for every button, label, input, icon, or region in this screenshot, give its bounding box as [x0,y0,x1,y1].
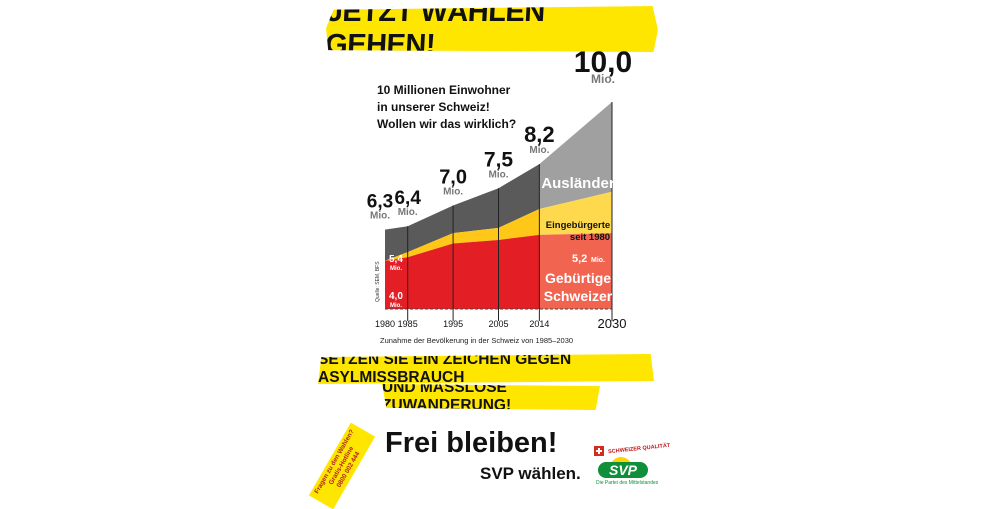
svp-waehlen-text: SVP wählen. [480,464,581,483]
question-text: 10 Millionen Einwohner in unserer Schwei… [377,82,527,133]
x-tick-label: 2030 [598,316,627,331]
chart-gridlines [407,102,613,321]
total-value: 8,2 [524,122,555,147]
total-value: 6,3 [367,192,393,213]
chart-areas [385,102,612,309]
native-2030-value: 5,2 [572,253,587,265]
slogan-line-1: SETZEN SIE EIN ZEICHEN GEGEN ASYLMISSBRA… [318,354,654,384]
logo-tagline: Die Partei des Mittelstandes [596,480,659,486]
native-1980-unit: Mio. [390,266,402,272]
svp-logo: SCHWEIZER QUALITÄT SVP Die Partei des Mi… [594,443,670,488]
total-unit: Mio. [591,72,615,86]
x-tick-label: 2005 [488,319,508,329]
swiss-cross-icon [594,446,604,456]
native-2030-unit: Mio. [591,257,605,264]
source-label: Quelle: SEM, BFS [375,261,381,302]
base-1980-value: 4,0 [389,291,403,302]
x-tick-label: 1985 [398,319,418,329]
total-unit: Mio. [370,211,390,222]
area-auslaender [385,164,540,261]
total-value: 6,4 [394,188,421,209]
area-auslaender-forecast [539,102,612,209]
question-line-3: Wollen wir das wirklich? [377,117,517,131]
x-tick-label: 1995 [443,319,463,329]
question-line-2: in unserer Schweiz! [377,100,490,114]
area-schweizer [385,234,540,309]
series-label-eingebuergerte-2: seit 1980 [570,232,610,243]
total-unit: Mio. [489,169,509,180]
frei-bleiben-text: Frei bleiben! [385,427,558,459]
chart-caption: Zunahme der Bevölkerung in der Schweiz v… [380,336,573,345]
area-eingebuergerte [385,208,540,261]
total-labels: 6,3Mio.6,4Mio.7,0Mio.7,5Mio.8,2Mio.10,0M… [367,46,632,222]
area-eingebuergerte-forecast [539,191,612,235]
base-1980-unit: Mio. [390,303,402,309]
question-line-1: 10 Millionen Einwohner [377,83,511,97]
series-label-eingebuergerte-1: Eingebürgerte [546,220,610,231]
total-value: 10,0 [574,46,632,79]
total-unit: Mio. [443,187,463,198]
total-unit: Mio. [529,145,549,156]
logo-svp-text: SVP [598,462,648,478]
x-tick-label: 2014 [529,319,549,329]
x-tick-label: 1980 [375,319,395,329]
x-axis-ticks: 1980 1985 1995 2005 2014 2030 [375,316,626,331]
total-value: 7,0 [439,167,467,189]
total-unit: Mio. [398,207,418,218]
native-1980-value: 5,4 [389,254,403,265]
series-label-schweizer-1: Gebürtige [545,270,611,286]
series-label-schweizer-2: Schweizer [544,288,613,304]
series-label-auslaender: Ausländer [541,175,615,192]
area-schweizer-forecast [539,233,612,309]
total-value: 7,5 [484,148,514,171]
slogan-line-2: UND MASSLOSE ZUWANDERUNG! [382,384,600,410]
